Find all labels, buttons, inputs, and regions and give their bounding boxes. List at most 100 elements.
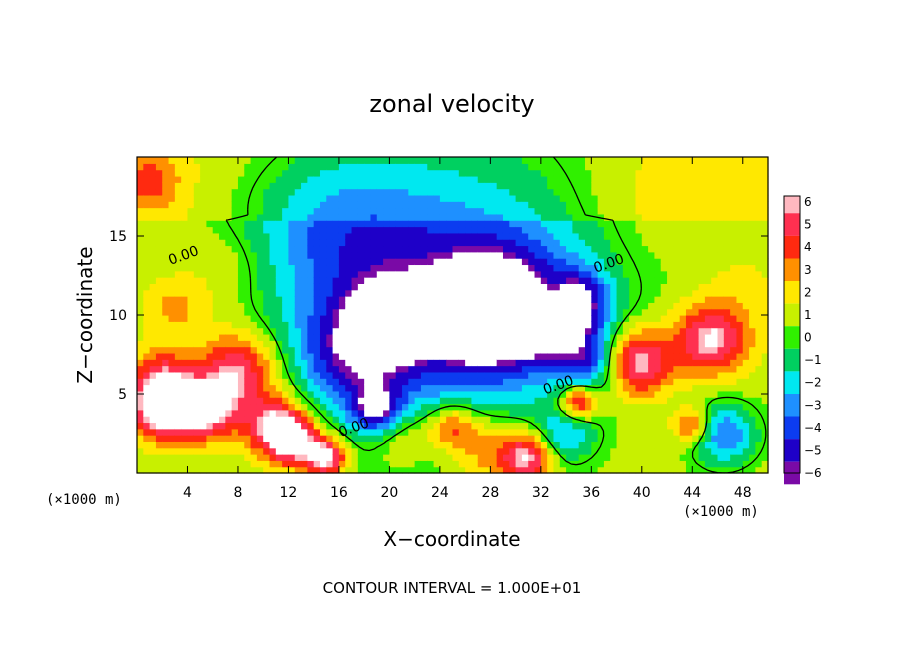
heatmap-cell: [566, 213, 573, 221]
heatmap-cell: [648, 232, 656, 240]
heatmap-cell: [357, 157, 365, 164]
heatmap-cell: [711, 327, 719, 335]
heatmap-cell: [578, 447, 586, 455]
heatmap-cell: [319, 390, 327, 398]
heatmap-cell: [395, 239, 403, 247]
heatmap-cell: [351, 201, 359, 209]
heatmap-cell: [408, 422, 416, 430]
heatmap-cell: [648, 409, 656, 417]
heatmap-cell: [597, 371, 605, 379]
heatmap-cell: [420, 175, 428, 183]
heatmap-cell: [200, 447, 208, 455]
heatmap-cell: [326, 188, 334, 196]
heatmap-cell: [458, 188, 466, 196]
heatmap-cell: [528, 245, 536, 253]
heatmap-cell: [572, 327, 580, 335]
heatmap-cell: [566, 416, 573, 424]
heatmap-cell: [338, 239, 346, 247]
heatmap-cell: [250, 201, 258, 209]
heatmap-cell: [237, 283, 245, 291]
heatmap-cell: [345, 397, 353, 405]
heatmap-cell: [225, 371, 233, 379]
heatmap-cell: [193, 226, 201, 234]
heatmap-cell: [591, 296, 599, 303]
heatmap-cell: [446, 454, 454, 461]
heatmap-cell: [282, 359, 290, 367]
heatmap-cell: [660, 340, 668, 348]
heatmap-cell: [685, 397, 693, 405]
heatmap-cell: [629, 308, 637, 316]
heatmap-cell: [471, 207, 479, 215]
heatmap-cell: [578, 182, 586, 190]
heatmap-cell: [534, 428, 542, 436]
heatmap-cell: [338, 321, 346, 329]
heatmap-cell: [502, 194, 510, 202]
heatmap-cell: [534, 182, 542, 190]
heatmap-cell: [610, 277, 618, 284]
heatmap-cell: [212, 416, 220, 424]
heatmap-cell: [540, 422, 548, 430]
heatmap-cell: [572, 264, 580, 272]
heatmap-cell: [711, 213, 719, 221]
heatmap-cell: [288, 264, 296, 272]
heatmap-cell: [332, 157, 340, 164]
heatmap-cell: [402, 359, 409, 367]
heatmap-cell: [515, 157, 523, 164]
heatmap-cell: [433, 232, 441, 240]
heatmap-cell: [755, 460, 763, 468]
heatmap-cell: [200, 277, 208, 284]
heatmap-cell: [219, 188, 226, 196]
heatmap-cell: [685, 270, 693, 278]
heatmap-cell: [704, 213, 712, 221]
heatmap-cell: [704, 321, 712, 329]
heatmap-cell: [389, 302, 397, 310]
heatmap-cell: [698, 175, 706, 183]
heatmap-cell: [723, 460, 731, 468]
heatmap-cell: [749, 466, 756, 474]
heatmap-cell: [749, 283, 756, 291]
heatmap-cell: [648, 182, 656, 190]
heatmap-cell: [345, 428, 353, 436]
heatmap-cell: [591, 264, 599, 272]
heatmap-cell: [206, 460, 214, 468]
heatmap-cell: [528, 232, 536, 240]
heatmap-cell: [149, 226, 157, 234]
heatmap-cell: [200, 245, 208, 253]
heatmap-cell: [351, 245, 359, 253]
heatmap-cell: [420, 447, 428, 455]
heatmap-cell: [319, 251, 327, 259]
heatmap-cell: [351, 371, 359, 379]
heatmap-cell: [402, 422, 409, 430]
heatmap-cell: [477, 359, 485, 367]
heatmap-cell: [244, 157, 252, 164]
heatmap-cell: [383, 416, 390, 424]
heatmap-cell: [660, 258, 668, 266]
heatmap-cell: [275, 390, 283, 398]
heatmap-cell: [723, 454, 731, 461]
heatmap-cell: [282, 201, 290, 209]
heatmap-cell: [465, 435, 473, 442]
heatmap-cell: [477, 333, 485, 341]
heatmap-cell: [162, 258, 170, 266]
heatmap-cell: [420, 207, 428, 215]
heatmap-cell: [761, 264, 769, 272]
heatmap-cell: [465, 175, 473, 183]
heatmap-cell: [174, 251, 182, 259]
heatmap-cell: [622, 251, 630, 259]
heatmap-cell: [616, 289, 624, 297]
heatmap-cell: [420, 346, 428, 354]
heatmap-cell: [477, 251, 485, 259]
heatmap-cell: [591, 346, 599, 354]
heatmap-cell: [578, 409, 586, 417]
heatmap-cell: [143, 441, 151, 449]
heatmap-cell: [502, 213, 510, 221]
heatmap-cell: [704, 289, 712, 297]
heatmap-cell: [458, 302, 466, 310]
heatmap-cell: [509, 207, 517, 215]
heatmap-cell: [446, 390, 454, 398]
heatmap-cell: [654, 289, 662, 297]
heatmap-cell: [332, 409, 340, 417]
heatmap-cell: [237, 460, 245, 468]
heatmap-cell: [749, 315, 756, 322]
heatmap-cell: [174, 327, 182, 335]
